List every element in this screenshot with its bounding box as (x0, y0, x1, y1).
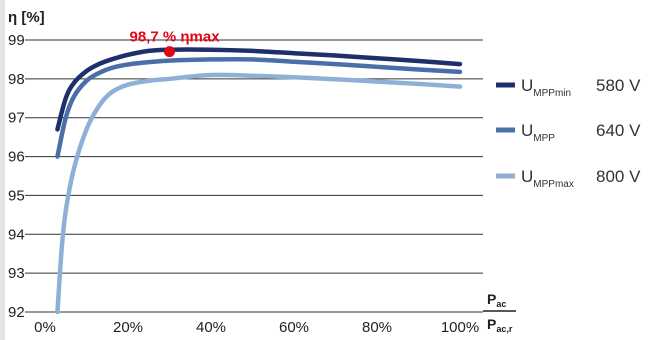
series-line-mppmax (55, 72, 463, 315)
svg-text:UMPP: UMPP (521, 121, 555, 144)
x-label-denominator: P (487, 316, 496, 332)
legend-voltage: 640 V (596, 121, 641, 140)
legend-item-umpp: UMPP 640 V (496, 121, 641, 144)
x-axis-label: Pac Pac,r (483, 291, 516, 334)
max-efficiency-annotation: 98,7 % ηmax (130, 29, 221, 46)
legend-item-umppmin: UMPPmin 580 V (496, 76, 641, 99)
x-label-numerator-sub: ac (496, 299, 506, 309)
y-tick-label: 98 (8, 71, 25, 88)
y-tick-label: 96 (8, 149, 25, 166)
x-tick-label: 60% (279, 319, 309, 336)
legend-label-sub: MPP (533, 133, 555, 144)
legend-voltage: 580 V (596, 76, 641, 95)
legend-label: U (521, 167, 533, 186)
legend-label-sub: MPPmin (533, 88, 571, 99)
svg-text:UMPPmax: UMPPmax (521, 167, 574, 190)
svg-text:UMPPmin: UMPPmin (521, 76, 571, 99)
y-tick-label: 95 (8, 187, 25, 204)
max-efficiency-marker (164, 46, 175, 58)
x-tick-label: 40% (196, 319, 226, 336)
legend-label: U (521, 121, 533, 140)
y-axis-label: η [%] (8, 9, 45, 26)
x-label-denominator-sub: ac,r (496, 324, 513, 334)
svg-text:Pac,r: Pac,r (487, 316, 513, 334)
legend: UMPPmin 580 V UMPP 640 V UMPPmax 800 V (496, 76, 641, 190)
grid-lines: 92 93 94 95 96 97 98 99 0% 20% 40% 60% 80% 100% (8, 32, 483, 336)
y-tick-label: 93 (8, 265, 25, 282)
x-tick-label: 20% (113, 319, 143, 336)
svg-text:Pac: Pac (487, 291, 506, 309)
x-label-numerator: P (487, 291, 496, 307)
y-tick-label: 99 (8, 32, 25, 49)
series-lines (55, 47, 463, 315)
left-accent-strip (0, 0, 5, 340)
series-line-mppmin (55, 47, 463, 132)
legend-item-umppmax: UMPPmax 800 V (496, 167, 641, 190)
y-tick-label: 94 (8, 226, 25, 243)
y-tick-label: 97 (8, 110, 25, 127)
series-line-mpp (55, 56, 463, 159)
legend-label-sub: MPPmax (533, 179, 574, 190)
x-tick-label: 80% (362, 319, 392, 336)
x-tick-label: 0% (34, 319, 56, 336)
x-tick-label: 100% (441, 319, 479, 336)
y-tick-label: 92 (8, 304, 25, 321)
legend-voltage: 800 V (596, 167, 641, 186)
legend-label: U (521, 76, 533, 95)
